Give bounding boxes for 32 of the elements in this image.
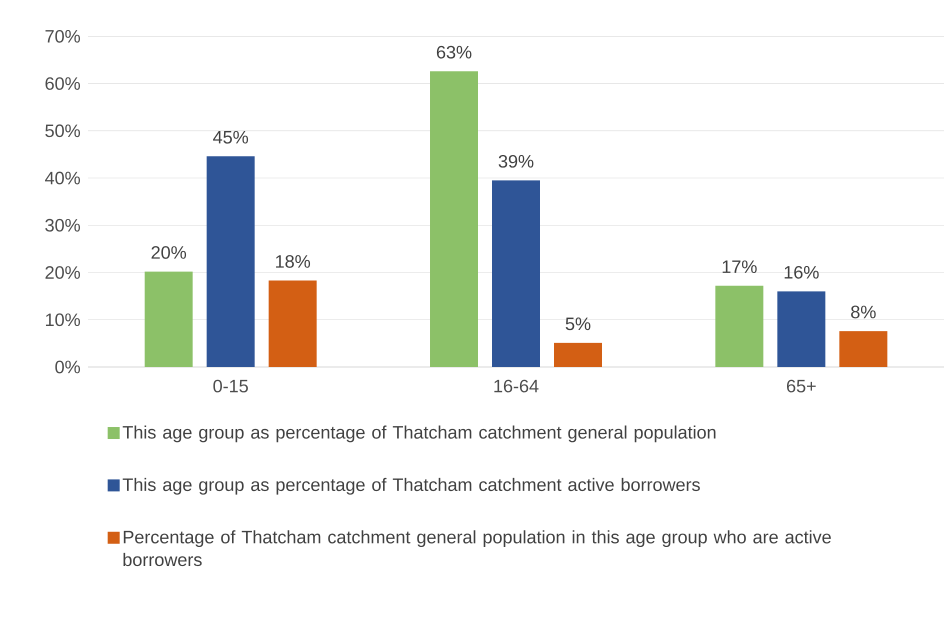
y-tick-label: 10% — [46, 313, 80, 326]
y-tick-label: 50% — [45, 124, 80, 138]
y-tick-label: 30% — [45, 218, 80, 232]
bar — [492, 180, 540, 367]
y-tick-label: 40% — [45, 172, 80, 184]
data-label: 16% — [784, 266, 819, 279]
data-label: 17% — [722, 260, 757, 274]
legend-label: This age group as percentage of Thatcham catchment general population — [122, 425, 716, 442]
bar — [554, 342, 602, 367]
y-tick-label: 20% — [46, 266, 80, 279]
y-tick-label: 0% — [55, 360, 80, 374]
x-tick-label: 0-15 — [213, 380, 248, 392]
bar — [777, 291, 826, 367]
data-label: 5% — [566, 318, 590, 330]
x-tick-label: 65+ — [786, 380, 816, 392]
y-tick-label: 70% — [46, 30, 80, 43]
y-tick-label: 60% — [46, 77, 80, 90]
data-label: 8% — [851, 306, 876, 318]
data-label: 45% — [213, 130, 248, 144]
bar — [839, 331, 888, 367]
data-label: 18% — [276, 255, 310, 268]
bar — [144, 272, 193, 367]
bar — [206, 156, 255, 367]
bar — [268, 280, 317, 367]
data-label: 39% — [498, 154, 534, 168]
x-tick-label: 16-64 — [494, 380, 538, 392]
legend-label: This age group as percentage of Thatcham catchment active borrowers — [122, 478, 700, 495]
data-label: 20% — [152, 246, 186, 259]
legend-label: Percentage of Thatcham catchment general population in this age group who are active borrowers — [124, 530, 831, 566]
data-label: 63% — [436, 46, 472, 59]
bar — [715, 286, 764, 367]
bar — [430, 71, 478, 367]
